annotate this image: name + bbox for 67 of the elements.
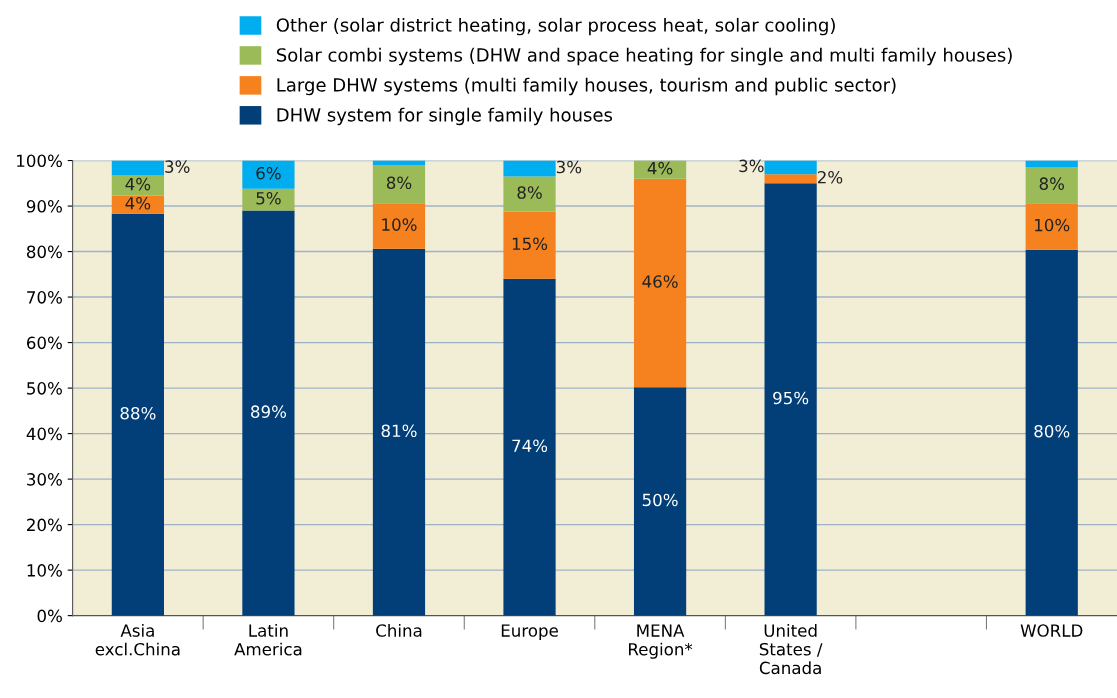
bar bbox=[242, 210, 295, 616]
data-label: 88% bbox=[120, 406, 156, 420]
bar bbox=[503, 278, 556, 616]
y-tick-label: 0% bbox=[37, 609, 62, 623]
data-label: 74% bbox=[512, 439, 548, 453]
legend-label: DHW system for single family houses bbox=[277, 107, 613, 126]
bar bbox=[764, 160, 817, 175]
x-tick-label: China bbox=[376, 623, 422, 637]
bar bbox=[633, 178, 687, 388]
bar bbox=[503, 211, 556, 279]
legend-label: Other (solar district heating, solar process heat, solar cooling) bbox=[276, 17, 835, 36]
y-tick-label: 70% bbox=[27, 291, 62, 304]
data-label: 15% bbox=[512, 237, 548, 251]
x-tick-label: Latin America bbox=[234, 623, 302, 656]
x-tick-label: MENA Region* bbox=[629, 624, 693, 659]
bar bbox=[111, 213, 164, 616]
data-label: 89% bbox=[251, 405, 287, 418]
data-label: 5% bbox=[256, 191, 281, 205]
data-label: 4% bbox=[125, 177, 151, 191]
data-label: 46% bbox=[642, 275, 678, 288]
bar bbox=[242, 160, 295, 189]
x-tick-label: United States / Canada bbox=[759, 623, 823, 675]
data-label: 3% bbox=[165, 160, 190, 173]
data-label: 3% bbox=[739, 159, 764, 173]
bar bbox=[372, 248, 426, 616]
data-label: 8% bbox=[1039, 177, 1065, 190]
data-label: 10% bbox=[382, 218, 417, 231]
bar bbox=[503, 160, 556, 177]
x-tick-label: Europe bbox=[501, 624, 558, 641]
bar bbox=[111, 175, 164, 196]
bar bbox=[1025, 203, 1078, 250]
y-tick-label: 60% bbox=[27, 336, 62, 350]
data-label: 2% bbox=[817, 170, 843, 184]
bar bbox=[1025, 249, 1078, 616]
y-tick-label: 20% bbox=[27, 518, 62, 532]
y-tick-label: 40% bbox=[26, 427, 62, 441]
data-label: 6% bbox=[256, 166, 281, 180]
legend-label: Solar combi systems (DHW and space heating for single and multi family houses) bbox=[276, 47, 1012, 66]
bar bbox=[633, 387, 687, 616]
legend-label: Large DHW systems (multi family houses, tourism and public sector) bbox=[277, 77, 896, 96]
data-label: 10% bbox=[1035, 218, 1070, 232]
data-label: 8% bbox=[386, 176, 412, 190]
data-label: 3% bbox=[556, 160, 582, 174]
y-tick-label: 10% bbox=[27, 564, 62, 577]
y-tick-label: 90% bbox=[26, 200, 62, 213]
data-label: 80% bbox=[1034, 424, 1070, 438]
bar bbox=[242, 188, 295, 211]
bar bbox=[111, 160, 164, 176]
data-label: 4% bbox=[125, 196, 151, 210]
bar bbox=[764, 183, 817, 616]
bar bbox=[1025, 160, 1078, 167]
data-label: 8% bbox=[517, 186, 542, 199]
data-label: 81% bbox=[381, 424, 417, 438]
y-tick-label: 80% bbox=[26, 245, 62, 259]
x-tick-label: WORLD bbox=[1020, 624, 1083, 637]
bar bbox=[372, 203, 426, 249]
bar bbox=[764, 174, 817, 184]
y-tick-label: 100% bbox=[17, 154, 62, 168]
data-label: 95% bbox=[773, 391, 809, 405]
bar bbox=[503, 176, 556, 212]
bar bbox=[372, 165, 426, 204]
x-tick-label: Asia excl.China bbox=[95, 623, 180, 656]
data-label: 4% bbox=[647, 161, 673, 175]
y-tick-label: 30% bbox=[27, 473, 62, 486]
bar bbox=[1025, 166, 1078, 204]
y-tick-label: 50% bbox=[27, 382, 62, 395]
data-label: 50% bbox=[642, 493, 678, 507]
